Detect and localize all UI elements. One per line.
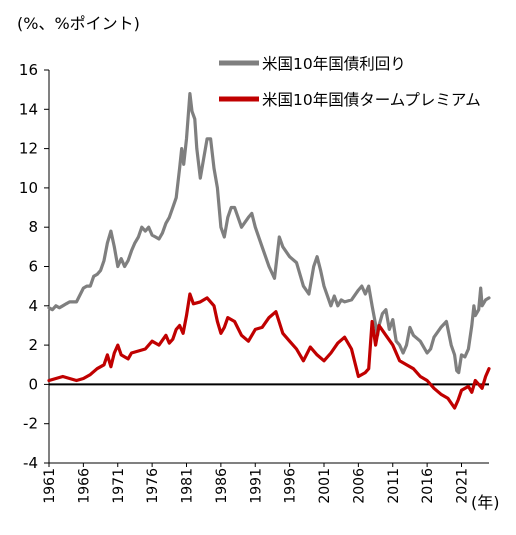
x-tick-label: 1991 bbox=[248, 468, 264, 504]
x-tick-label: 2011 bbox=[386, 468, 402, 504]
y-tick-labels: 16 14 12 10 8 6 4 2 0 -2 -4 bbox=[19, 61, 38, 472]
x-tick-label: 1961 bbox=[42, 468, 58, 504]
y-tick-label: 4 bbox=[28, 297, 38, 315]
axes bbox=[44, 69, 489, 464]
y-tick-label: -4 bbox=[23, 454, 38, 472]
y-tick-label: 10 bbox=[19, 179, 38, 197]
x-tick-label: 1981 bbox=[180, 468, 196, 504]
y-tick-label: 6 bbox=[28, 258, 38, 276]
y-tick-label: -2 bbox=[23, 415, 38, 433]
y-tick-label: 14 bbox=[19, 100, 38, 118]
x-tick-labels: 1961 1966 1971 1976 1981 1986 1991 1996 2001 2006… bbox=[42, 463, 471, 504]
x-axis-unit-label: (年) bbox=[471, 493, 500, 512]
x-tick-label: 2006 bbox=[351, 468, 367, 504]
y-axis-unit-label: (%、%ポイント) bbox=[17, 14, 140, 33]
y-tick-label: 8 bbox=[28, 218, 38, 236]
x-tick-label: 1976 bbox=[145, 468, 161, 504]
x-tick-label: 2001 bbox=[317, 468, 333, 504]
y-tick-label: 16 bbox=[19, 61, 38, 79]
x-tick-label: 1986 bbox=[214, 468, 230, 504]
legend-label-yield: 米国10年国債利回り bbox=[262, 55, 406, 73]
y-tick-label: 12 bbox=[19, 140, 38, 158]
series-line-term-premium bbox=[47, 292, 491, 410]
x-tick-label: 1966 bbox=[76, 468, 92, 504]
y-tick-label: 0 bbox=[28, 375, 38, 393]
y-tick-label: 2 bbox=[28, 336, 38, 354]
series-layer bbox=[47, 92, 491, 410]
legend: 米国10年国債利回り 米国10年国債タームプレミアム bbox=[219, 55, 481, 109]
x-tick-label: 1996 bbox=[283, 468, 299, 504]
legend-label-term-premium: 米国10年国債タームプレミアム bbox=[262, 91, 481, 109]
x-tick-label: 1971 bbox=[111, 468, 127, 504]
series-line-yield bbox=[47, 92, 491, 375]
x-tick-label: 2021 bbox=[455, 468, 471, 504]
x-tick-label: 2016 bbox=[420, 468, 436, 504]
